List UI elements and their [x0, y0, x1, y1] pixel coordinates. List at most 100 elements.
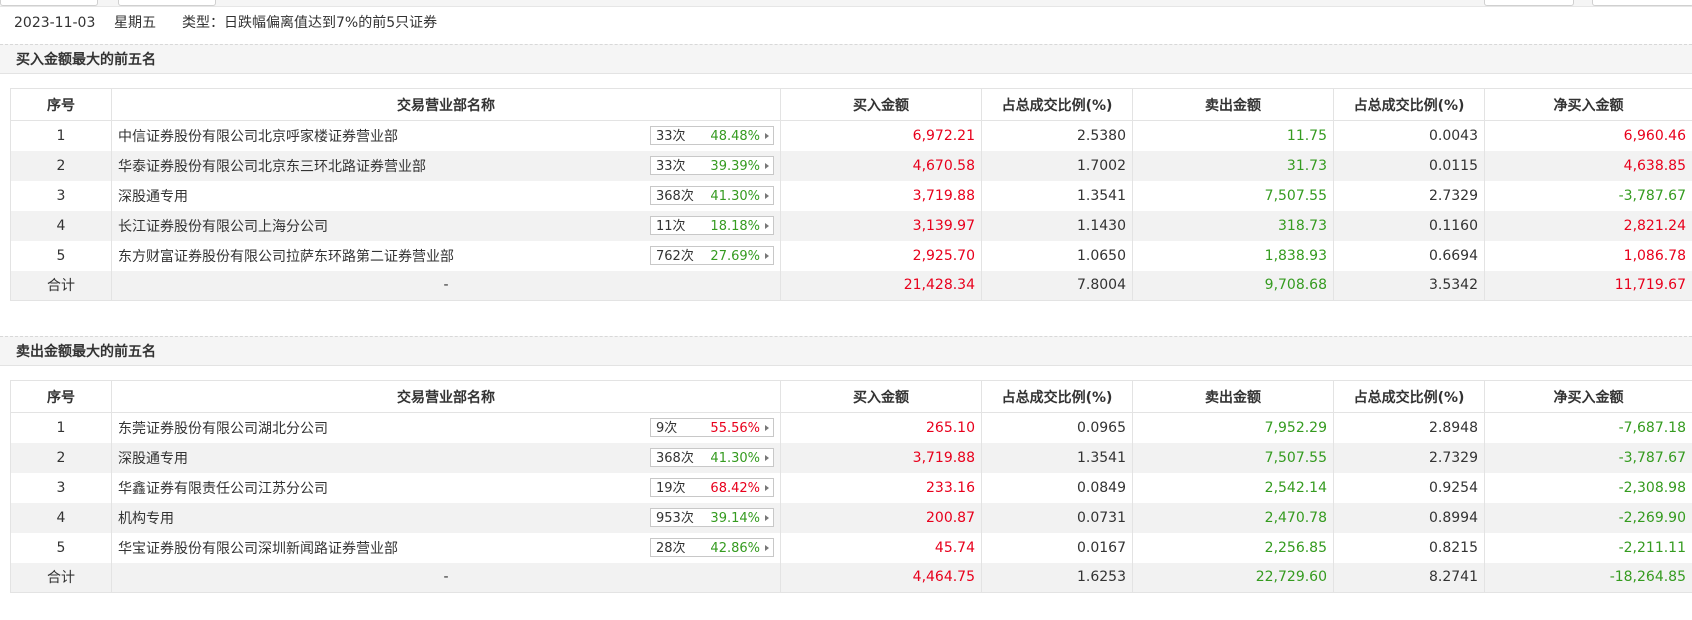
seat-stats-dropdown[interactable]: 953次 39.14%	[650, 507, 774, 527]
seat-stats-dropdown[interactable]: 368次 41.30%	[650, 185, 774, 205]
sell-section-title: 卖出金额最大的前五名	[0, 336, 1692, 366]
buy-top5-table: 序号 交易营业部名称 买入金额 占总成交比例(%) 卖出金额 占总成交比例(%)…	[10, 88, 1692, 301]
caret-right-icon	[765, 192, 769, 199]
buy-ratio-cell: 1.1430	[981, 210, 1133, 241]
caret-right-icon	[765, 252, 769, 259]
broker-name-link[interactable]: 中信证券股份有限公司北京呼家楼证券营业部	[118, 128, 398, 145]
broker-name-cell: 华鑫证券有限责任公司江苏分公司 19次 68.42%	[111, 472, 781, 503]
net-buy-cell: 1,086.78	[1484, 240, 1692, 271]
tab-stub-right-2[interactable]	[1592, 0, 1692, 6]
buy-ratio-cell: 1.7002	[981, 150, 1133, 181]
broker-name-cell: 中信证券股份有限公司北京呼家楼证券营业部 33次 48.48%	[111, 120, 781, 151]
broker-name-cell: 华泰证券股份有限公司北京东三环北路证券营业部 33次 39.39%	[111, 150, 781, 181]
table-header-row: 序号 交易营业部名称 买入金额 占总成交比例(%) 卖出金额 占总成交比例(%)…	[10, 380, 1692, 413]
sell-amount-cell: 7,952.29	[1132, 412, 1334, 443]
broker-name-link[interactable]: 深股通专用	[118, 188, 188, 205]
table-row: 2 深股通专用 368次 41.30% 3,719.88 1.3541 7,507.55 2.…	[10, 442, 1692, 473]
seat-stats-dropdown[interactable]: 28次 42.86%	[650, 537, 774, 557]
rank-cell: 5	[10, 240, 112, 271]
total-row: 合计 -4,464.75 1.6253 22,729.60 8.2741 -18,264.…	[10, 562, 1692, 593]
broker-name-cell: 东方财富证券股份有限公司拉萨东环路第二证券营业部 762次 27.69%	[111, 240, 781, 271]
net-buy-cell: 4,638.85	[1484, 150, 1692, 181]
col-rank: 序号	[10, 88, 112, 121]
total-sell-amount: 22,729.60	[1132, 562, 1334, 593]
buy-amount-cell: 4,670.58	[780, 150, 982, 181]
list-type: 类型：日跌幅偏离值达到7%的前5只证券	[182, 15, 438, 31]
caret-right-icon	[765, 484, 769, 491]
net-buy-cell: -3,787.67	[1484, 442, 1692, 473]
col-buy-amount: 买入金额	[780, 380, 982, 413]
rank-cell: 3	[10, 472, 112, 503]
broker-name-cell: 机构专用 953次 39.14%	[111, 502, 781, 533]
col-sell-amount: 卖出金额	[1132, 88, 1334, 121]
buy-amount-cell: 6,972.21	[780, 120, 982, 151]
seat-times: 28次	[656, 540, 686, 556]
buy-ratio-cell: 1.0650	[981, 240, 1133, 271]
seat-times: 11次	[656, 218, 686, 234]
rank-cell: 2	[10, 442, 112, 473]
broker-name-link[interactable]: 机构专用	[118, 510, 174, 527]
seat-stats-dropdown[interactable]: 33次 48.48%	[650, 126, 774, 145]
net-buy-cell: -2,308.98	[1484, 472, 1692, 503]
rank-cell: 5	[10, 532, 112, 563]
broker-name-link[interactable]: 华泰证券股份有限公司北京东三环北路证券营业部	[118, 158, 426, 175]
seat-times: 368次	[656, 188, 694, 204]
table-row: 3 华鑫证券有限责任公司江苏分公司 19次 68.42% 233.16 0.0849 2,5…	[10, 472, 1692, 503]
seat-stats-dropdown[interactable]: 368次 41.30%	[650, 447, 774, 467]
broker-name-link[interactable]: 华鑫证券有限责任公司江苏分公司	[118, 480, 328, 497]
net-buy-cell: -2,211.11	[1484, 532, 1692, 563]
broker-name-link[interactable]: 长江证券股份有限公司上海分公司	[118, 218, 328, 235]
seat-stats-dropdown[interactable]: 19次 68.42%	[650, 477, 774, 497]
total-label: 合计	[10, 562, 112, 593]
buy-amount-cell: 233.16	[780, 472, 982, 503]
table-row: 1 东莞证券股份有限公司湖北分公司 9次 55.56% 265.10 0.0965 7,95…	[10, 412, 1692, 443]
broker-name-link[interactable]: 东方财富证券股份有限公司拉萨东环路第二证券营业部	[118, 248, 454, 265]
sell-ratio-cell: 0.9254	[1333, 472, 1485, 503]
sell-amount-cell: 11.75	[1132, 120, 1334, 151]
net-buy-cell: 2,821.24	[1484, 210, 1692, 241]
sell-amount-cell: 318.73	[1132, 210, 1334, 241]
tab-stub-right-1[interactable]	[1484, 0, 1574, 6]
rank-cell: 1	[10, 412, 112, 443]
total-buy-amount: 21,428.34	[780, 270, 982, 301]
buy-section-title: 买入金额最大的前五名	[0, 44, 1692, 74]
table-row: 4 机构专用 953次 39.14% 200.87 0.0731 2,470.78 0.899…	[10, 502, 1692, 533]
tab-stub-left-2[interactable]	[118, 0, 216, 6]
seat-stats-dropdown[interactable]: 11次 18.18%	[650, 215, 774, 235]
total-buy-amount: 4,464.75	[780, 562, 982, 593]
net-buy-cell: -2,269.90	[1484, 502, 1692, 533]
buy-ratio-cell: 1.3541	[981, 180, 1133, 211]
info-bar: 2023-11-03 星期五 类型：日跌幅偏离值达到7%的前5只证券	[0, 10, 1692, 36]
total-net-buy: -18,264.85	[1484, 562, 1692, 593]
sell-ratio-cell: 0.8994	[1333, 502, 1485, 533]
weekday: 星期五	[114, 15, 156, 31]
seat-times: 33次	[656, 129, 686, 144]
seat-win-rate: 48.48%	[710, 129, 760, 144]
caret-right-icon	[765, 162, 769, 169]
col-net-buy: 净买入金额	[1484, 88, 1692, 121]
broker-name-link[interactable]: 华宝证券股份有限公司深圳新闻路证券营业部	[118, 540, 398, 557]
caret-right-icon	[765, 133, 769, 139]
total-sell-ratio: 3.5342	[1333, 270, 1485, 301]
col-buy-ratio: 占总成交比例(%)	[981, 88, 1133, 121]
caret-right-icon	[765, 222, 769, 229]
seat-times: 33次	[656, 158, 686, 174]
sell-amount-cell: 31.73	[1132, 150, 1334, 181]
seat-stats-dropdown[interactable]: 33次 39.39%	[650, 155, 774, 175]
broker-name-cell: 东莞证券股份有限公司湖北分公司 9次 55.56%	[111, 412, 781, 443]
total-row: 合计 -21,428.34 7.8004 9,708.68 3.5342 11,719.6…	[10, 270, 1692, 301]
buy-ratio-cell: 0.0731	[981, 502, 1133, 533]
col-net-buy: 净买入金额	[1484, 380, 1692, 413]
broker-name-link[interactable]: 东莞证券股份有限公司湖北分公司	[118, 420, 328, 437]
seat-times: 368次	[656, 450, 694, 466]
buy-ratio-cell: 1.3541	[981, 442, 1133, 473]
total-name-cell: -	[111, 562, 781, 593]
seat-win-rate: 39.39%	[710, 158, 760, 174]
broker-name-link[interactable]: 深股通专用	[118, 450, 188, 467]
seat-win-rate: 18.18%	[710, 218, 760, 234]
net-buy-cell: 6,960.46	[1484, 120, 1692, 151]
seat-stats-dropdown[interactable]: 762次 27.69%	[650, 245, 774, 265]
seat-stats-dropdown[interactable]: 9次 55.56%	[650, 418, 774, 437]
tab-stub-left-1[interactable]	[0, 0, 98, 6]
sell-amount-cell: 2,542.14	[1132, 472, 1334, 503]
